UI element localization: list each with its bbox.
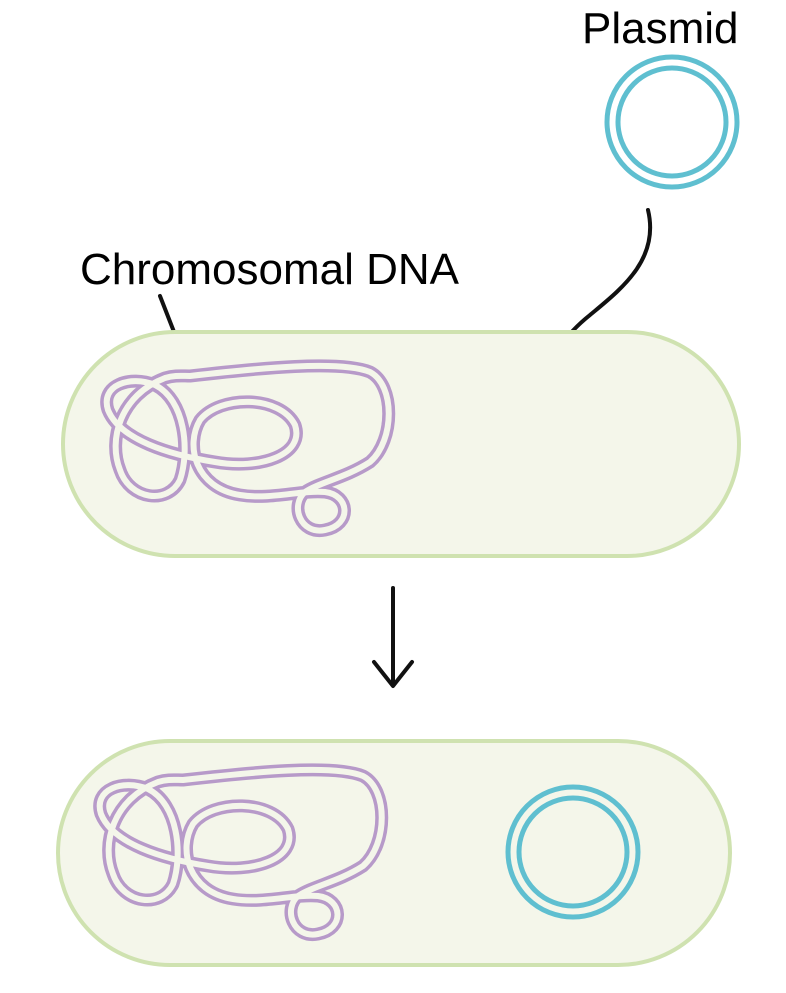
down-arrow: [372, 586, 414, 688]
plasmid-label: Plasmid: [582, 4, 739, 53]
plasmid-ring-icon: [604, 54, 740, 190]
chromosomal-dna-label: Chromosomal DNA: [80, 245, 460, 294]
plasmid-ring-icon: [505, 784, 641, 920]
